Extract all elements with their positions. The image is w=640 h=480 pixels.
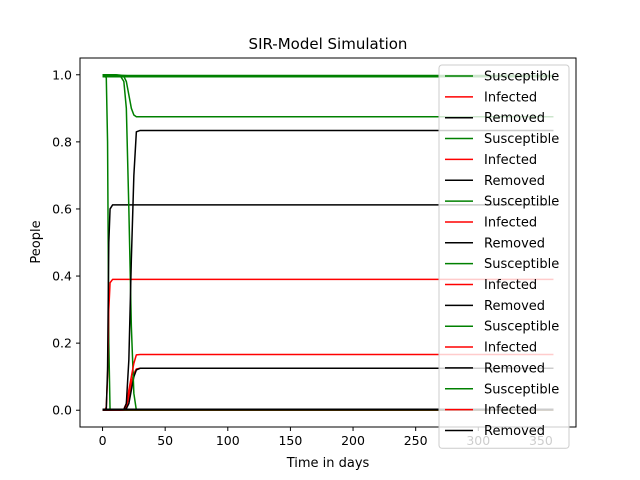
y-axis-label: People <box>29 220 44 263</box>
legend-label-infected: Infected <box>484 341 537 356</box>
y-tick-label: 0.0 <box>52 403 72 418</box>
x-tick-label: 250 <box>404 433 428 448</box>
legend: Susceptible Infected Removed Susceptible Inf… <box>438 64 570 449</box>
x-tick-label: 150 <box>278 433 302 448</box>
legend-label-infected: Infected <box>484 403 537 418</box>
x-tick-label: 100 <box>216 433 240 448</box>
x-tick-label: 50 <box>157 433 173 448</box>
legend-label-removed: Removed <box>484 424 545 439</box>
chart-title: SIR-Model Simulation <box>249 35 408 53</box>
legend-label-susceptible: Susceptible <box>484 195 559 210</box>
legend-label-removed: Removed <box>484 236 545 251</box>
legend-label-susceptible: Susceptible <box>484 70 559 85</box>
y-tick-label: 0.6 <box>52 201 72 216</box>
legend-label-susceptible: Susceptible <box>484 132 559 147</box>
y-tick-label: 1.0 <box>52 67 72 82</box>
series-layer <box>102 74 554 411</box>
plot-frame <box>79 57 577 428</box>
y-tick-label: 0.4 <box>52 269 72 284</box>
legend-label-susceptible: Susceptible <box>484 382 559 397</box>
x-axis-label: Time in days <box>286 456 370 471</box>
legend-label-susceptible: Susceptible <box>484 320 559 335</box>
legend-label-removed: Removed <box>484 111 545 126</box>
legend-label-infected: Infected <box>484 90 537 105</box>
legend-label-removed: Removed <box>484 361 545 376</box>
legend-label-removed: Removed <box>484 174 545 189</box>
legend-label-susceptible: Susceptible <box>484 257 559 272</box>
legend-box <box>438 64 570 449</box>
y-ticks: 0.0 0.2 0.4 0.6 0.8 1.0 <box>52 67 80 418</box>
legend-label-removed: Removed <box>484 299 545 314</box>
legend-label-infected: Infected <box>484 153 537 168</box>
x-tick-label: 200 <box>341 433 365 448</box>
legend-label-infected: Infected <box>484 278 537 293</box>
y-tick-label: 0.8 <box>52 134 72 149</box>
y-tick-label: 0.2 <box>52 336 72 351</box>
legend-label-infected: Infected <box>484 215 537 230</box>
x-tick-label: 0 <box>99 433 107 448</box>
